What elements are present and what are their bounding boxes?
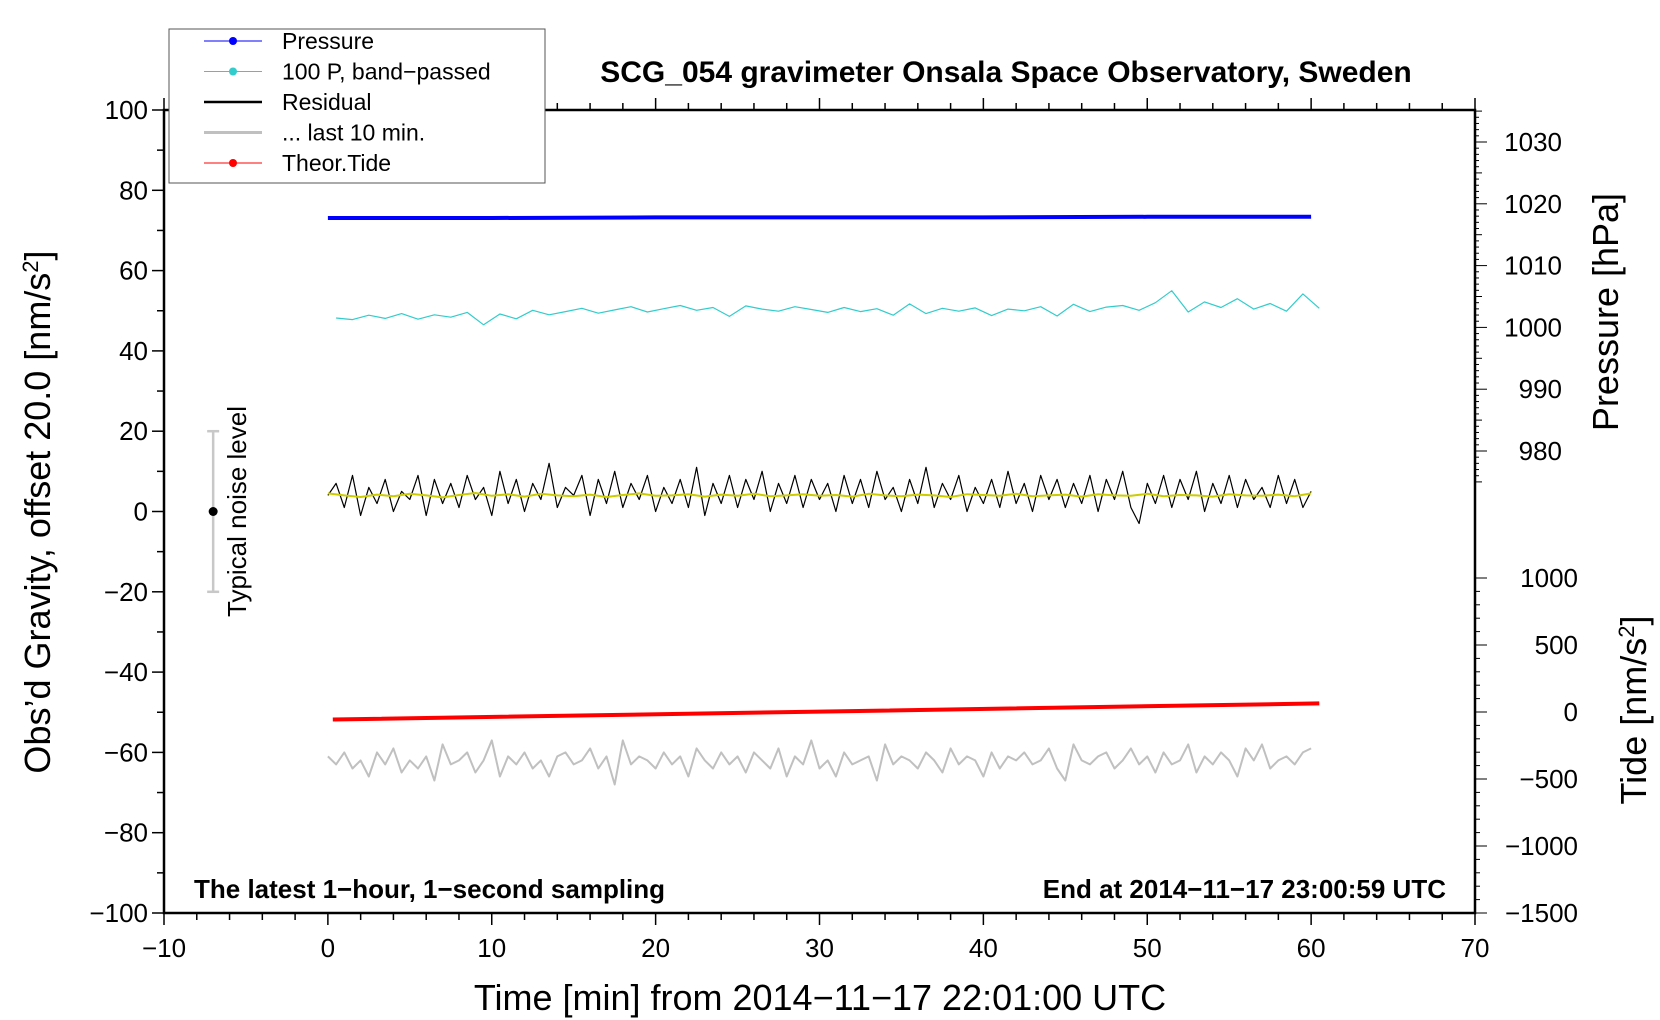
theoretical-tide-line bbox=[332, 701, 1320, 722]
pressure-tick-label: 980 bbox=[1519, 436, 1562, 466]
y-tick-label: 0 bbox=[134, 497, 148, 527]
tide-axis-label-end: ] bbox=[1613, 616, 1654, 626]
y-tick-label: 100 bbox=[105, 95, 148, 125]
tide-tick-label: −500 bbox=[1519, 764, 1578, 794]
pressure-line bbox=[327, 214, 1312, 220]
legend-swatch-marker bbox=[229, 159, 237, 167]
legend-item: ... last 10 min. bbox=[204, 120, 425, 146]
pressure-tick-label: 990 bbox=[1519, 374, 1562, 404]
y-axis-label-end: ] bbox=[17, 250, 58, 260]
tide-tick-label: 500 bbox=[1535, 630, 1578, 660]
legend-item: Residual bbox=[204, 89, 372, 115]
noise-center-dot bbox=[208, 507, 218, 516]
pressure-tick-label: 1030 bbox=[1504, 127, 1562, 157]
annotation-sampling: The latest 1−hour, 1−second sampling bbox=[194, 874, 665, 904]
tide-tick-label: −1500 bbox=[1505, 898, 1578, 928]
y-tick-label: 60 bbox=[119, 256, 148, 286]
axis-ticks: −10 0 10 20 30 40 50 60 70100806040200−20−40−60−… bbox=[89, 95, 1578, 963]
noise-level-indicator bbox=[207, 429, 220, 594]
tide-axis-label-sup: 2 bbox=[1614, 626, 1639, 638]
legend-label: Theor.Tide bbox=[282, 150, 391, 176]
y-tick-label: 20 bbox=[119, 416, 148, 446]
x-tick-label: 60 bbox=[1297, 933, 1326, 963]
legend-label: Residual bbox=[282, 89, 372, 115]
tide-tick-label: 1000 bbox=[1520, 563, 1578, 593]
y-tick-label: −80 bbox=[104, 818, 148, 848]
plot-frame bbox=[162, 108, 1477, 915]
y-tick-label: −60 bbox=[104, 737, 148, 767]
legend-swatch-marker bbox=[229, 67, 237, 76]
legend: Pressure 100 P, band−passed Residual ... la… bbox=[168, 28, 546, 184]
pressure-tick-label: 1020 bbox=[1504, 189, 1562, 219]
annotation-end-time: End at 2014−11−17 23:00:59 UTC bbox=[1043, 874, 1446, 904]
y-axis-label-sup: 2 bbox=[18, 260, 43, 272]
tide-axis-label-main: Tide [nm/s bbox=[1613, 638, 1654, 805]
y-tick-label: 80 bbox=[119, 175, 148, 205]
smoothed-residual-line bbox=[327, 492, 1312, 499]
residual-line bbox=[327, 462, 1312, 525]
y-tick-label: −40 bbox=[104, 657, 148, 687]
legend-item: Theor.Tide bbox=[204, 150, 391, 176]
y-axis-label: Obs’d Gravity, offset 20.0 [nm/s2] bbox=[17, 250, 58, 773]
y-axis-label-main: Obs’d Gravity, offset 20.0 [nm/s bbox=[17, 273, 58, 774]
tide-tick-label: −1000 bbox=[1505, 831, 1578, 861]
noise-level-label: Typical noise level bbox=[222, 406, 252, 617]
x-tick-label: 10 bbox=[477, 933, 506, 963]
bandpassed-line bbox=[336, 290, 1320, 326]
legend-item: 100 P, band−passed bbox=[204, 59, 491, 85]
x-tick-label: 50 bbox=[1133, 933, 1162, 963]
tide-tick-label: 0 bbox=[1564, 697, 1578, 727]
legend-box bbox=[168, 28, 546, 184]
x-tick-label: 0 bbox=[321, 933, 335, 963]
pressure-tick-label: 1000 bbox=[1504, 312, 1562, 342]
y-tick-label: −20 bbox=[104, 577, 148, 607]
x-tick-label: 70 bbox=[1461, 933, 1490, 963]
x-tick-label: −10 bbox=[142, 933, 186, 963]
x-tick-label: 40 bbox=[969, 933, 998, 963]
tide-axis-label: Tide [nm/s2] bbox=[1613, 616, 1654, 805]
pressure-axis-label: Pressure [hPa] bbox=[1585, 193, 1626, 431]
chart-title: SCG_054 gravimeter Onsala Space Observat… bbox=[600, 56, 1412, 89]
x-tick-label: 30 bbox=[805, 933, 834, 963]
legend-label: 100 P, band−passed bbox=[282, 59, 491, 85]
legend-swatch-marker bbox=[229, 37, 237, 45]
legend-item: Pressure bbox=[204, 28, 374, 54]
legend-label: Pressure bbox=[282, 28, 374, 54]
legend-label: ... last 10 min. bbox=[282, 120, 425, 146]
series-group bbox=[327, 214, 1320, 786]
x-tick-label: 20 bbox=[641, 933, 670, 963]
x-axis-label: Time [min] from 2014−11−17 22:01:00 UTC bbox=[474, 977, 1166, 1018]
y-tick-label: −100 bbox=[89, 898, 148, 928]
y-tick-label: 40 bbox=[119, 336, 148, 366]
last-10-min-line bbox=[327, 739, 1312, 786]
pressure-tick-label: 1010 bbox=[1504, 251, 1562, 281]
